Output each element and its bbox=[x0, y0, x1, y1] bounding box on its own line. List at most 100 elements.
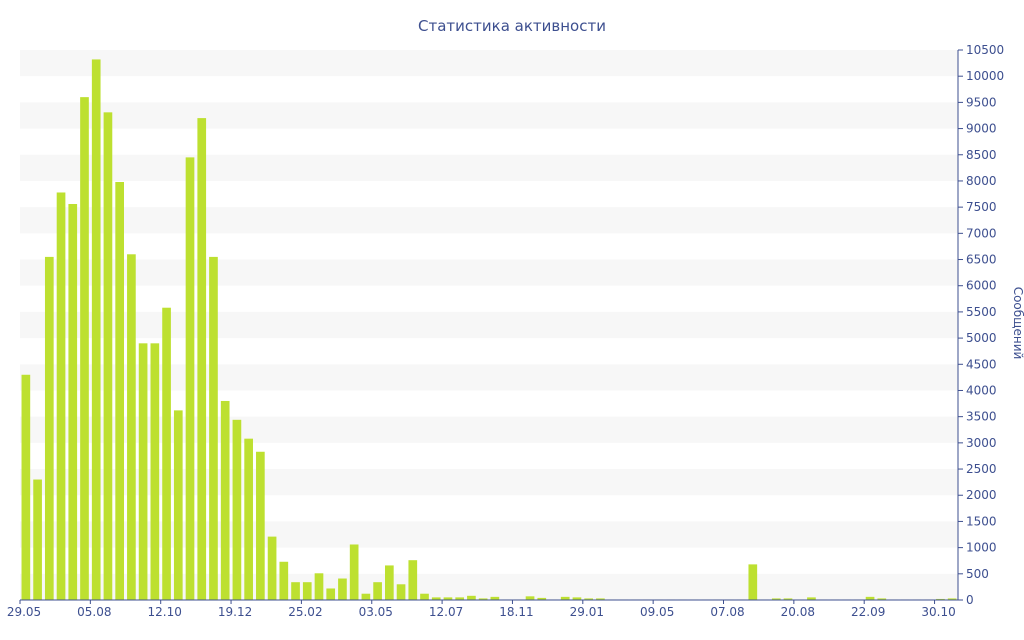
chart-title: Статистика активности bbox=[418, 17, 606, 35]
grid-band bbox=[20, 207, 958, 234]
y-tick-label: 1500 bbox=[966, 514, 997, 528]
x-tick-label: 09.05 bbox=[640, 605, 674, 619]
bar bbox=[291, 582, 300, 600]
y-tick-label: 6500 bbox=[966, 253, 997, 267]
y-tick-label: 4500 bbox=[966, 357, 997, 371]
bar bbox=[44, 256, 54, 600]
bar bbox=[783, 598, 793, 600]
bar bbox=[279, 561, 289, 600]
grid-band bbox=[20, 364, 958, 391]
bar bbox=[267, 536, 277, 600]
y-axis-ticks: 0 500 1000 1500 2000 2500 3000 3500 4000 4500 5000… bbox=[958, 43, 1004, 607]
x-tick-label: 20.08 bbox=[781, 605, 815, 619]
bar bbox=[56, 192, 66, 601]
bar bbox=[560, 596, 570, 600]
grid-band bbox=[20, 521, 958, 548]
bar bbox=[396, 584, 406, 600]
x-tick-label: 29.05 bbox=[7, 605, 41, 619]
y-tick-label: 7500 bbox=[966, 200, 997, 214]
bar bbox=[865, 596, 875, 600]
x-tick-label: 07.08 bbox=[710, 605, 744, 619]
y-tick-label: 1000 bbox=[966, 541, 997, 555]
x-tick-label: 12.10 bbox=[148, 605, 182, 619]
y-tick-label: 9500 bbox=[966, 95, 997, 109]
bar bbox=[443, 597, 453, 600]
bar bbox=[373, 582, 382, 600]
grid-band bbox=[20, 102, 958, 129]
y-tick-label: 3000 bbox=[966, 436, 997, 450]
bar bbox=[455, 597, 465, 600]
bar bbox=[256, 451, 265, 600]
bar bbox=[138, 343, 148, 600]
bar bbox=[748, 564, 758, 600]
bar bbox=[584, 598, 593, 600]
y-tick-label: 7000 bbox=[966, 226, 997, 240]
bar bbox=[314, 573, 324, 600]
x-tick-label: 12.07 bbox=[429, 605, 463, 619]
bar bbox=[525, 596, 535, 600]
bar bbox=[408, 560, 418, 600]
grid-bands bbox=[20, 50, 958, 600]
bar bbox=[807, 597, 816, 600]
bar bbox=[91, 59, 101, 601]
bars-group bbox=[21, 59, 957, 601]
bar bbox=[127, 254, 136, 601]
x-tick-label: 18.11 bbox=[499, 605, 533, 619]
grid-band bbox=[20, 573, 958, 600]
bar bbox=[33, 479, 42, 600]
y-tick-label: 10500 bbox=[966, 43, 1004, 57]
bar bbox=[162, 307, 171, 600]
x-tick-label: 25.02 bbox=[288, 605, 322, 619]
y-tick-label: 9000 bbox=[966, 122, 997, 136]
grid-band bbox=[20, 311, 958, 339]
bar bbox=[936, 598, 945, 600]
grid-band bbox=[20, 259, 958, 286]
y-tick-label: 2000 bbox=[966, 488, 997, 502]
grid-band bbox=[20, 50, 958, 77]
bar bbox=[115, 182, 124, 600]
bar bbox=[771, 598, 781, 600]
y-tick-label: 8500 bbox=[966, 148, 997, 162]
bar bbox=[209, 256, 218, 600]
x-tick-label: 22.09 bbox=[851, 605, 885, 619]
x-tick-label: 29.01 bbox=[570, 605, 604, 619]
y-tick-label: 10000 bbox=[966, 69, 1004, 83]
bar bbox=[232, 419, 242, 600]
bar bbox=[103, 112, 113, 600]
bar bbox=[220, 400, 230, 600]
bar bbox=[947, 598, 957, 600]
bar bbox=[572, 597, 582, 600]
y-tick-label: 500 bbox=[966, 567, 989, 581]
y-tick-label: 5500 bbox=[966, 305, 997, 319]
bar bbox=[185, 157, 195, 600]
bar bbox=[385, 565, 394, 600]
bar bbox=[490, 596, 500, 600]
bar bbox=[68, 204, 78, 600]
grid-band bbox=[20, 416, 958, 443]
y-tick-label: 0 bbox=[966, 593, 974, 607]
bar bbox=[596, 598, 605, 600]
x-tick-label: 19.12 bbox=[218, 605, 252, 619]
bar bbox=[877, 598, 887, 600]
grid-band bbox=[20, 469, 958, 496]
y-tick-label: 3500 bbox=[966, 410, 997, 424]
bar bbox=[478, 598, 488, 600]
y-axis-label: Сообщений bbox=[1011, 287, 1024, 360]
x-axis-ticks: 29.05 05.08 12.10 19.12 25.02 03.05 12.07 18.11… bbox=[7, 600, 956, 619]
x-tick-label: 30.10 bbox=[921, 605, 955, 619]
bar bbox=[173, 410, 183, 600]
x-tick-label: 03.05 bbox=[359, 605, 393, 619]
y-tick-label: 5000 bbox=[966, 331, 997, 345]
grid-band bbox=[20, 154, 958, 181]
y-tick-label: 4000 bbox=[966, 383, 997, 397]
bar bbox=[197, 118, 207, 600]
bar bbox=[80, 97, 89, 600]
bar bbox=[326, 588, 336, 600]
bar bbox=[420, 593, 429, 600]
bar bbox=[21, 374, 31, 600]
x-tick-label: 05.08 bbox=[77, 605, 111, 619]
bar bbox=[338, 578, 347, 600]
y-tick-label: 8000 bbox=[966, 174, 997, 188]
bar bbox=[302, 582, 312, 600]
